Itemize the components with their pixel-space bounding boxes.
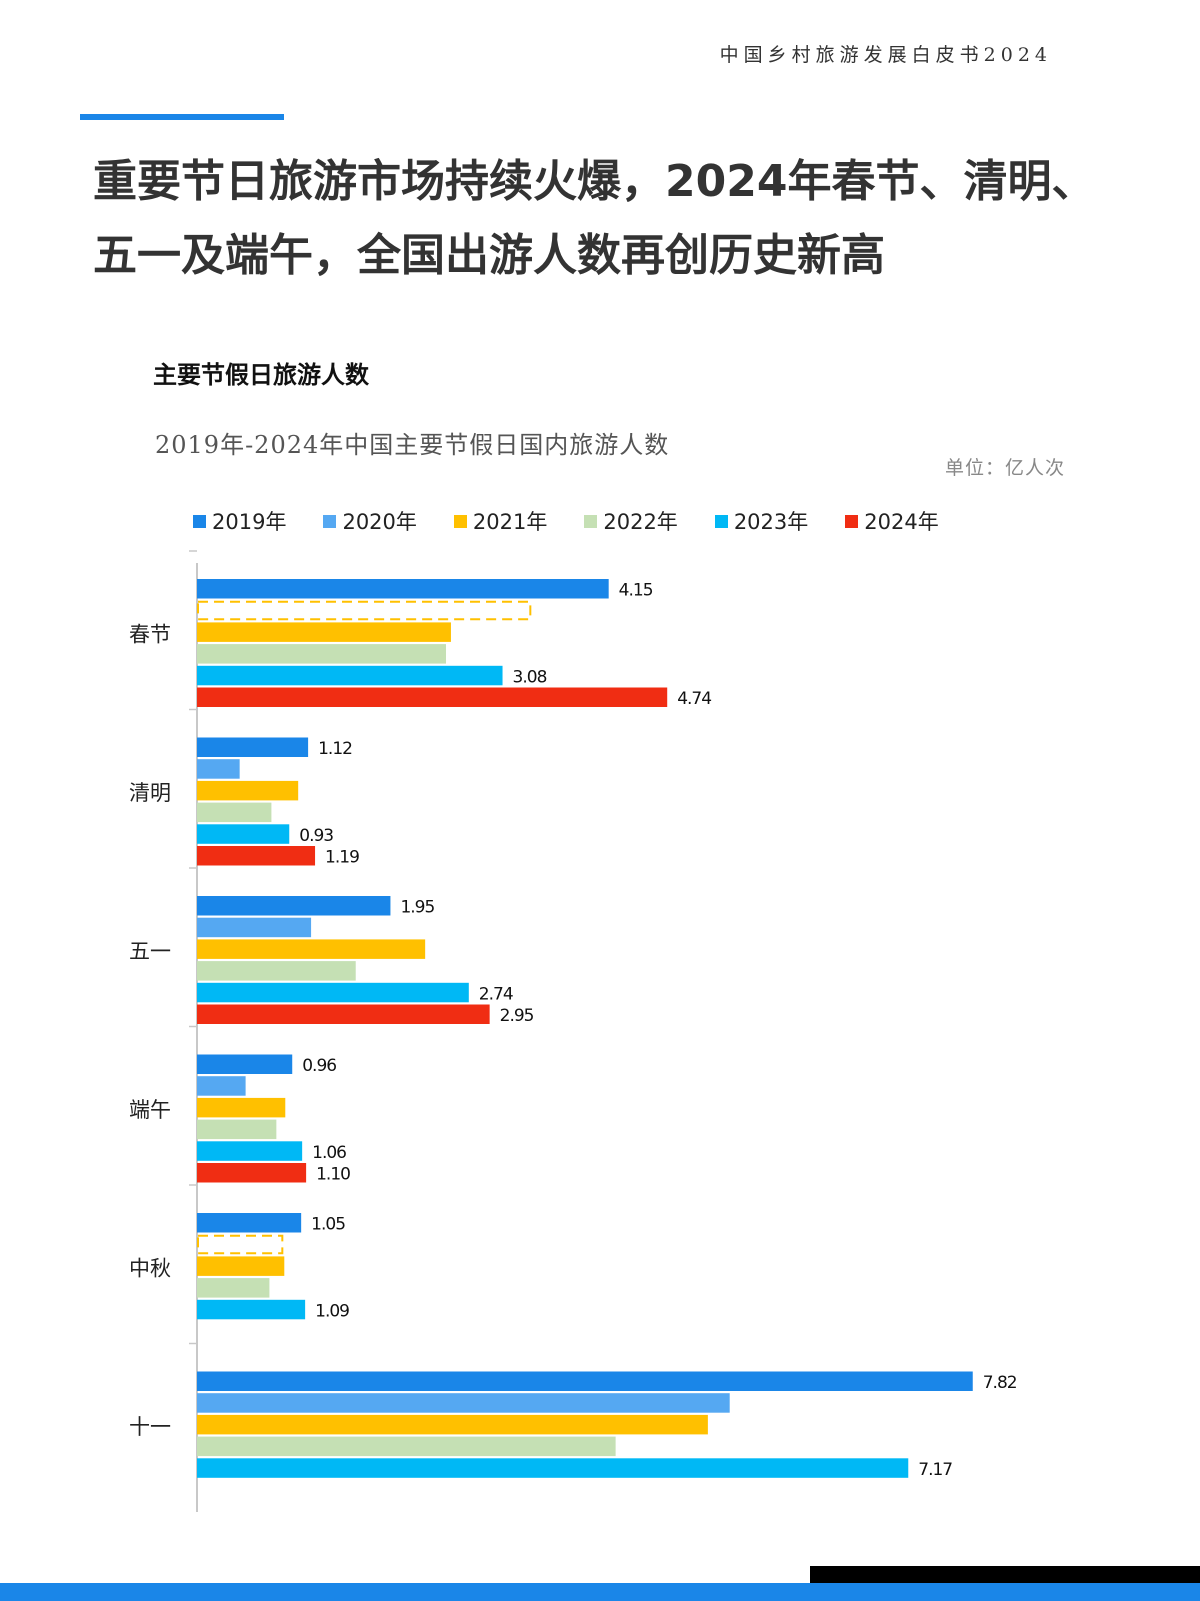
footer-black-bar [810,1566,1200,1583]
category-label: 春节 [129,622,171,646]
category-label: 十一 [129,1415,171,1439]
data-label: 2.74 [479,984,513,1004]
bar [197,1004,490,1024]
legend-swatch [845,514,859,528]
legend-item: 2019年 [193,506,286,536]
data-label: 3.08 [513,667,547,687]
placeholder-bar [197,600,532,621]
bar [197,1299,306,1320]
category-label: 五一 [129,939,171,963]
bar [197,579,609,599]
bar [197,759,240,779]
data-label: 4.74 [677,689,711,709]
data-label: 1.09 [315,1301,349,1321]
legend-swatch [453,514,467,528]
bar [197,1371,973,1391]
bar [197,737,309,757]
bar [197,846,316,866]
data-label: 1.19 [325,848,359,868]
bar [197,1393,730,1413]
legend-item: 2021年 [453,506,548,536]
data-label: 1.05 [311,1215,345,1235]
data-label: 7.17 [918,1460,952,1480]
bar [197,896,391,916]
data-label: 2.95 [500,1006,534,1026]
legend-item: 2023年 [714,506,809,536]
data-label: 7.82 [983,1373,1017,1393]
data-label: 4.15 [619,581,653,601]
bar [197,1097,286,1118]
data-label: 0.96 [302,1056,336,1076]
bar [197,687,668,707]
category-label: 端午 [129,1098,171,1122]
bar [197,1163,307,1183]
legend-label: 2024年 [864,510,939,534]
bar [197,1458,909,1478]
section-title: 主要节假日旅游人数 [153,361,369,389]
category-label: 中秋 [129,1256,171,1280]
page-title: 重要节日旅游市场持续火爆，2024年春节、清明、五一及端午，全国出游人数再创历史… [93,156,1096,281]
bar [197,824,290,844]
data-label: 1.10 [316,1165,350,1185]
unit-label: 单位：亿人次 [945,457,1066,479]
bar [197,665,503,686]
bar [197,622,451,642]
bar [197,1076,246,1096]
bar [197,1141,303,1161]
data-label: 0.93 [299,826,333,846]
bar [197,802,272,823]
category-label: 清明 [129,781,171,805]
legend-label: 2019年 [212,510,287,534]
bar [197,1119,277,1140]
bar [197,1213,302,1233]
bar [197,939,426,959]
bar [197,982,469,1003]
placeholder-bar [197,1234,284,1255]
bar [197,961,356,981]
accent-bar [80,114,284,120]
chart-legend: 2019年 2020年 2021年 2022年 2023年 2024年 [193,506,976,536]
legend-item: 2022年 [584,506,678,536]
data-label: 1.95 [400,898,434,918]
bar [197,644,446,664]
legend-label: 2020年 [342,510,417,534]
legend-label: 2022年 [603,510,678,534]
bar [197,1278,270,1298]
legend-item: 2024年 [845,506,939,536]
bar [197,780,299,801]
chart-title: 2019年-2024年中国主要节假日国内旅游人数 [155,431,670,459]
bar [197,1414,708,1435]
data-label: 1.12 [318,739,352,759]
bar [197,1054,293,1074]
legend-swatch [323,514,337,528]
data-label: 1.06 [312,1143,346,1163]
bar [197,1436,616,1457]
legend-item: 2020年 [323,506,417,536]
document-header: 中国乡村旅游发展白皮书2024 [719,44,1052,66]
legend-swatch [714,514,728,528]
legend-swatch [584,514,598,528]
legend-label: 2023年 [733,510,809,534]
bar [197,917,312,938]
legend-swatch [193,514,206,528]
footer-blue-bar [0,1583,1200,1601]
bar [197,1256,285,1276]
legend-label: 2021年 [472,510,548,534]
